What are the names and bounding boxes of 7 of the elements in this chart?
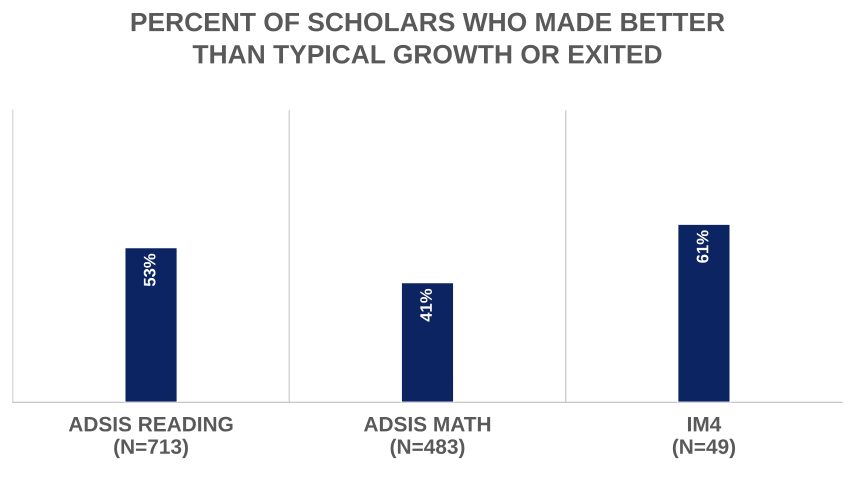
data-label: 53% xyxy=(144,254,156,286)
x-tick-label: IM4 (N=49) xyxy=(672,417,736,458)
data-label: 61% xyxy=(696,230,708,263)
x-tick-label: ADSIS READING (N=713) xyxy=(68,416,233,458)
data-label: 41% xyxy=(420,288,432,322)
chart-title: PERCENT OF SCHOLARS WHO MADE BETTER THAN TYPICAL GROWTH OR EXITED xyxy=(132,12,725,64)
x-tick-label: ADSIS MATH (N=483) xyxy=(364,416,490,458)
